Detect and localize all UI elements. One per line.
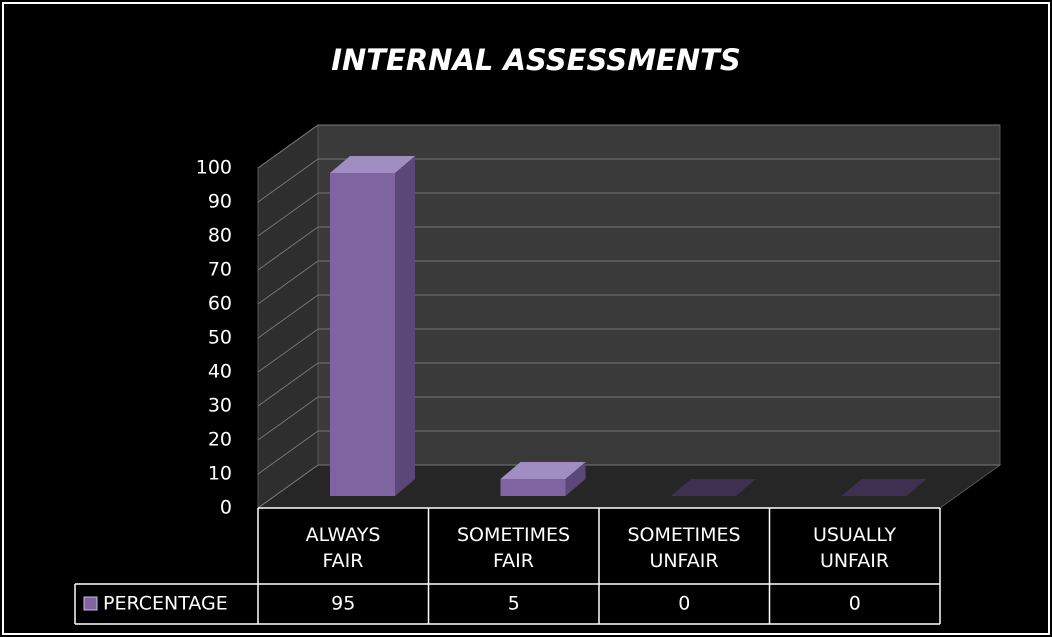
x-tick-label: SOMETIMES UNFAIR bbox=[627, 524, 741, 572]
table-value: 5 bbox=[508, 593, 520, 615]
chart-title: INTERNAL ASSESSMENTS bbox=[331, 43, 741, 77]
grid-line bbox=[257, 294, 319, 339]
y-tick-label: 80 bbox=[208, 225, 232, 247]
grid-line bbox=[257, 464, 319, 509]
grid-line bbox=[257, 362, 319, 407]
y-tick-label: 40 bbox=[208, 361, 232, 383]
y-tick-label: 100 bbox=[196, 157, 232, 179]
x-tick-label-cell: SOMETIMES FAIR bbox=[429, 516, 599, 580]
bar-side bbox=[395, 156, 415, 496]
y-tick-label: 70 bbox=[208, 259, 232, 281]
x-tick-label: SOMETIMES FAIR bbox=[456, 524, 571, 572]
y-tick-label: 30 bbox=[208, 395, 232, 417]
bar-top bbox=[500, 462, 586, 479]
grid-line bbox=[257, 192, 319, 237]
x-tick-label-cell: USUALLY UNFAIR bbox=[770, 516, 940, 580]
grid-line bbox=[257, 328, 319, 373]
x-tick-label-cell: ALWAYS FAIR bbox=[258, 516, 428, 580]
y-tick-label: 0 bbox=[220, 497, 232, 519]
y-tick-label: 10 bbox=[208, 463, 232, 485]
legend-swatch bbox=[83, 596, 98, 611]
bar bbox=[500, 479, 566, 496]
table-value: 0 bbox=[678, 593, 690, 615]
legend-label: PERCENTAGE bbox=[103, 593, 228, 615]
y-tick-label: 50 bbox=[208, 327, 232, 349]
y-tick-label: 20 bbox=[208, 429, 232, 451]
grid-line bbox=[257, 124, 319, 169]
bar-top bbox=[841, 479, 927, 496]
x-tick-label-cell: SOMETIMES UNFAIR bbox=[599, 516, 769, 580]
bar-side bbox=[565, 462, 586, 496]
grid-line bbox=[257, 430, 319, 475]
grid-line bbox=[257, 260, 319, 305]
table-value: 95 bbox=[331, 593, 355, 615]
x-tick-label: ALWAYS FAIR bbox=[305, 524, 381, 572]
y-tick-label: 90 bbox=[208, 191, 232, 213]
grid-line bbox=[257, 158, 319, 203]
table-value: 0 bbox=[849, 593, 861, 615]
y-tick-label: 60 bbox=[208, 293, 232, 315]
bar-top bbox=[671, 479, 756, 496]
bar bbox=[330, 173, 395, 496]
bar-top bbox=[330, 156, 415, 173]
x-tick-label: USUALLY UNFAIR bbox=[812, 524, 897, 572]
grid-line bbox=[257, 396, 319, 441]
grid-line bbox=[257, 226, 319, 271]
